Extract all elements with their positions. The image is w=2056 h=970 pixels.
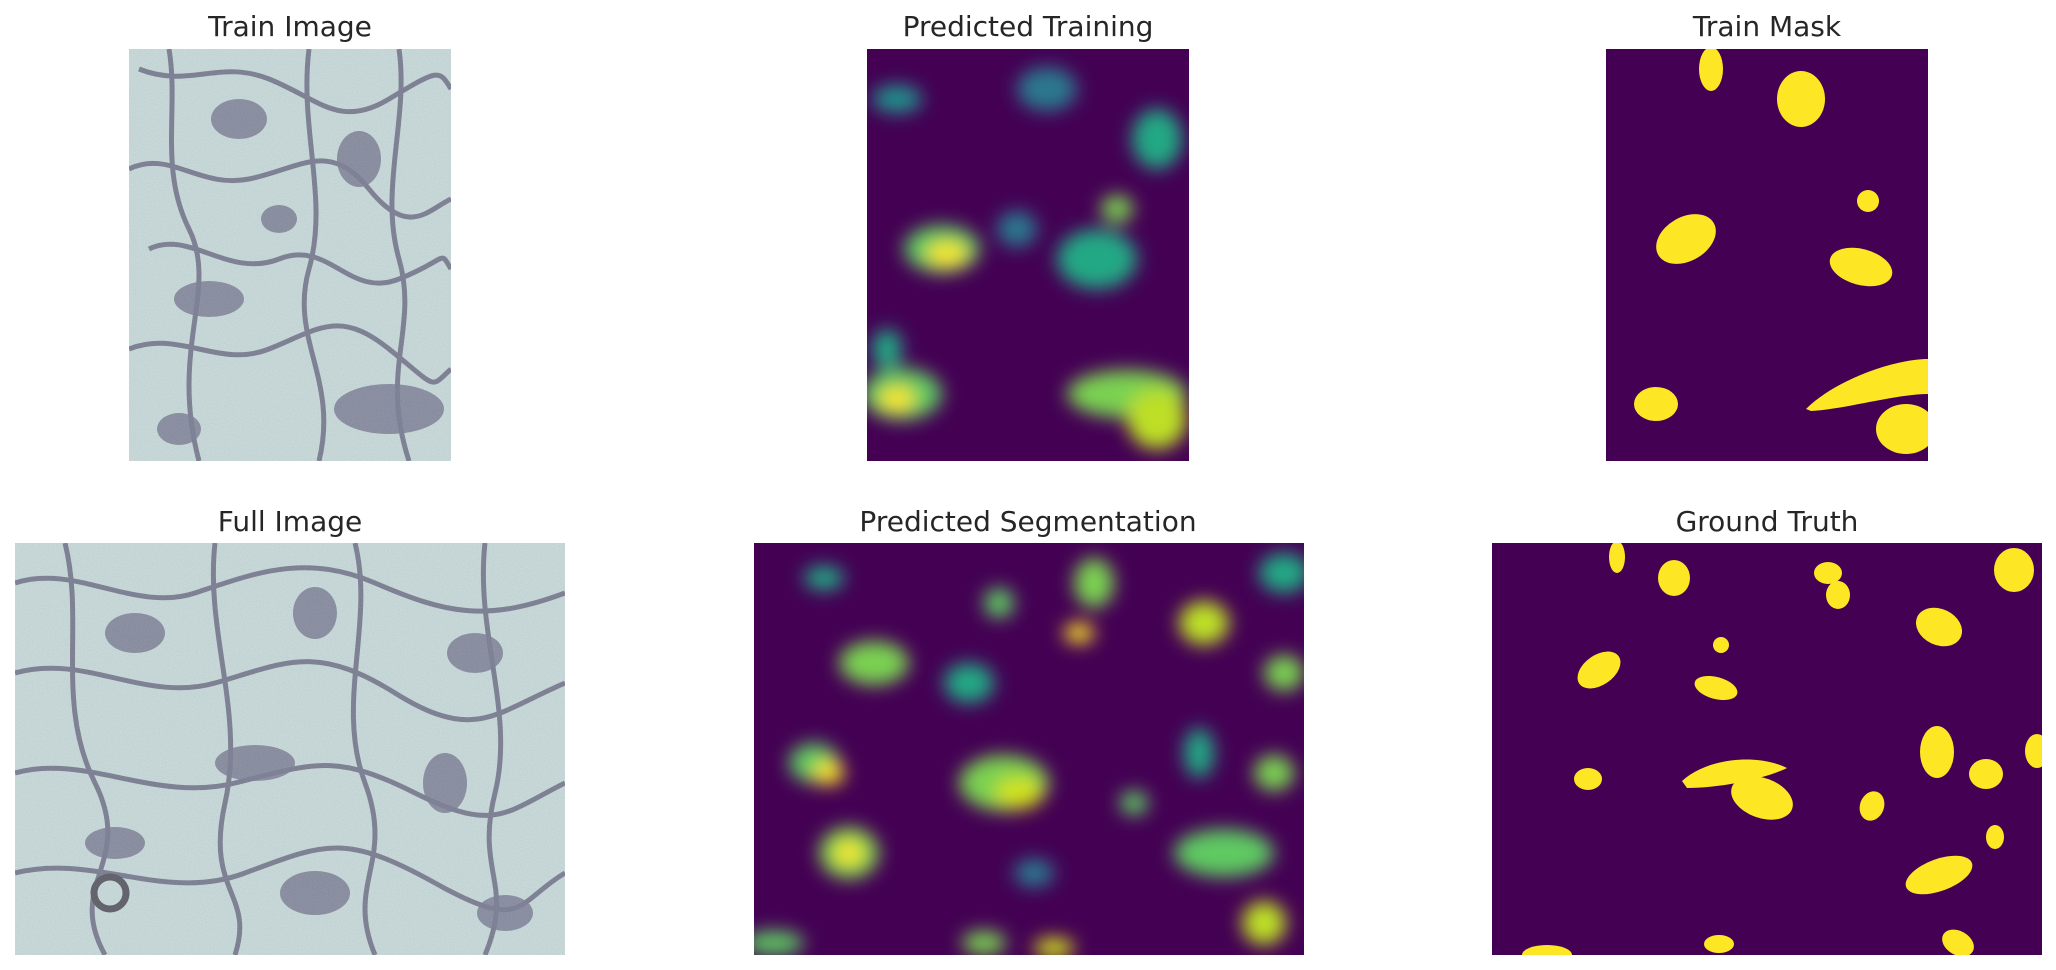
predicted-segmentation-panel [754,543,1304,955]
full-image-title: Full Image [217,505,363,538]
train-image-panel [129,49,451,461]
train-image-title: Train Image [208,10,372,43]
train-mask-graphic [1606,49,1928,461]
train-mask-title: Train Mask [1692,10,1842,43]
ground-truth-title: Ground Truth [1675,505,1859,538]
predicted-training-panel [867,49,1189,461]
full-image-panel [15,543,565,955]
full-image-graphic [15,543,565,955]
train-image-graphic [129,49,451,461]
predicted-segmentation-graphic [754,543,1304,955]
predicted-segmentation-title: Predicted Segmentation [859,505,1197,538]
ground-truth-panel [1492,543,2042,955]
predicted-training-graphic [867,49,1189,461]
train-mask-panel [1606,49,1928,461]
ground-truth-graphic [1492,543,2042,955]
predicted-training-title: Predicted Training [902,10,1154,43]
